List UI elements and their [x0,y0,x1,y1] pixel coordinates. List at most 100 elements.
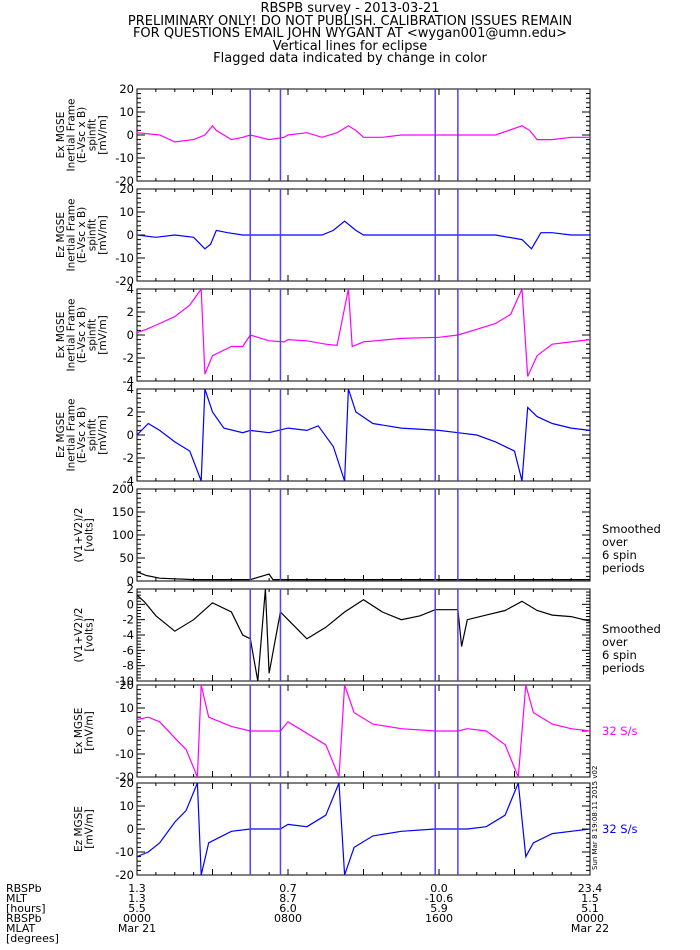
plot-header: RBSPB survey - 2013-03-21 PRELIMINARY ON… [0,0,700,66]
x-axis-row-label: [hours] [6,902,46,915]
panel-note: over [602,635,628,649]
y-axis-label-line: [mV/m] [97,215,109,254]
y-tick-label: -4 [123,628,134,642]
header-title: RBSPB survey - 2013-03-21 [260,1,440,16]
x-axis-value: 0800 [274,912,302,925]
y-tick-label: 0 [127,328,134,342]
x-axis-value: 8.7 [279,892,297,905]
y-axis-label-line: Inertial Frame [66,199,78,272]
header-flag-note: Flagged data indicated by change in colo… [213,51,487,66]
series-line-ez-inertial-4 [137,389,590,481]
side-stamp: Sun Mar 8 19:08:11 2015 v02 [591,766,599,870]
y-tick-label: 0 [127,724,134,738]
y-tick-label: 10 [119,105,134,119]
x-axis-row-label: [degrees] [6,932,59,945]
x-axis-row-label: RBSPb [6,882,42,895]
y-axis-label-line: [volts] [84,518,96,551]
y-axis-label-line: (E-Vsc x B) [76,307,88,364]
y-tick-label: 0 [127,597,134,611]
panel-note: Smoothed [602,622,661,636]
panel-frame-ez-inertial-4 [136,388,591,482]
y-tick-label: 10 [119,701,134,715]
y-axis-label-line: Inertial Frame [66,399,78,472]
y-axis-label-line: Ex MGSE [73,708,85,755]
panel-frame-v1v2-10 [136,588,591,682]
y-tick-label: -10 [115,251,134,265]
x-axis-value: 5.1 [581,902,599,915]
y-axis-label-line: (V1+V2)/2 [73,608,85,663]
y-axis-label-line: (E-Vsc x B) [76,407,88,464]
y-tick-label: -2 [123,613,134,627]
y-tick-label: 4 [127,282,134,296]
y-tick-label: 20 [119,82,134,96]
panel-note: over [602,535,628,549]
x-axis-row-label: MLAT [6,922,36,935]
y-tick-label: 2 [127,582,134,596]
x-axis-value: 0000 [123,912,151,925]
y-tick-label: 0 [127,128,134,142]
y-axis-label-line: Ex MGSE [55,112,67,159]
y-tick-label: -20 [115,274,134,288]
y-tick-label: 0 [127,574,134,588]
y-axis-label-line: (V1+V2)/2 [73,508,85,563]
y-axis-label-line: [mV/m] [97,115,109,154]
y-tick-label: 150 [112,505,134,519]
x-axis-value: 0.0 [430,882,448,895]
panel-note: 32 S/s [602,724,637,738]
panel-note: periods [602,661,645,675]
x-axis-row-label: RBSPb [6,912,42,925]
x-axis-value: 23.4 [578,882,603,895]
x-axis-value: 5.9 [430,902,448,915]
y-axis-label-line: (E-Vsc x B) [76,107,88,164]
y-axis-label-line: (E-Vsc x B) [76,207,88,264]
y-tick-label: 10 [119,205,134,219]
y-tick-label: -10 [115,845,134,859]
y-tick-label: 4 [127,382,134,396]
y-tick-label: -4 [123,374,134,388]
y-tick-label: -10 [115,151,134,165]
y-tick-label: -10 [115,747,134,761]
x-axis-value: Mar 21 [118,922,156,935]
x-axis-value: 0.7 [279,882,297,895]
y-tick-label: -2 [123,351,134,365]
y-axis-label-line: [mV/m] [84,711,96,750]
y-axis-label-line: Ex MGSE [55,312,67,359]
header-eclipse-note: Vertical lines for eclipse [272,38,428,54]
y-axis-label-line: [mV/m] [97,415,109,454]
series-line-v1v2-200 [137,571,590,581]
panel-note: Smoothed [602,522,661,536]
y-axis-label-line: spinfit [87,419,99,451]
x-axis-value: 1.3 [128,892,146,905]
x-axis-value: 1600 [425,912,453,925]
y-tick-label: -20 [115,174,134,188]
y-tick-label: 0 [127,822,134,836]
series-line-ez-inertial-20 [137,220,590,250]
y-axis-label-line: [mV/m] [84,809,96,848]
series-line-ex-32 [137,685,590,777]
header-contact: FOR QUESTIONS EMAIL JOHN WYGANT AT <wyga… [132,26,568,41]
x-axis-value: 6.0 [279,902,297,915]
x-axis-value: Mar 22 [571,922,609,935]
y-axis-label-line: spinfit [87,219,99,251]
x-axis-value: -10.6 [425,892,453,905]
y-axis-label-line: Inertial Frame [66,99,78,172]
y-tick-label: 10 [119,799,134,813]
x-axis-value: 1.5 [581,892,599,905]
y-axis-label-line: spinfit [87,319,99,351]
x-axis-value: 0000 [576,912,604,925]
y-axis-label-line: Inertial Frame [66,299,78,372]
y-tick-label: -10 [115,674,134,688]
series-line-ex-inertial-4 [137,289,590,377]
y-tick-label: 0 [127,228,134,242]
panel-note: 6 spin [602,548,637,562]
y-tick-label: 20 [119,182,134,196]
x-axis-value: 5.5 [128,902,146,915]
y-tick-label: 200 [112,482,134,496]
x-axis-value: 1.3 [128,882,146,895]
y-tick-label: 20 [119,678,134,692]
series-line-ex-inertial-20 [137,124,590,143]
y-tick-label: 0 [127,428,134,442]
series-line-ez-32 [137,783,590,875]
y-axis-label-line: [volts] [84,618,96,651]
y-axis-label-line: Ez MGSE [55,212,67,258]
